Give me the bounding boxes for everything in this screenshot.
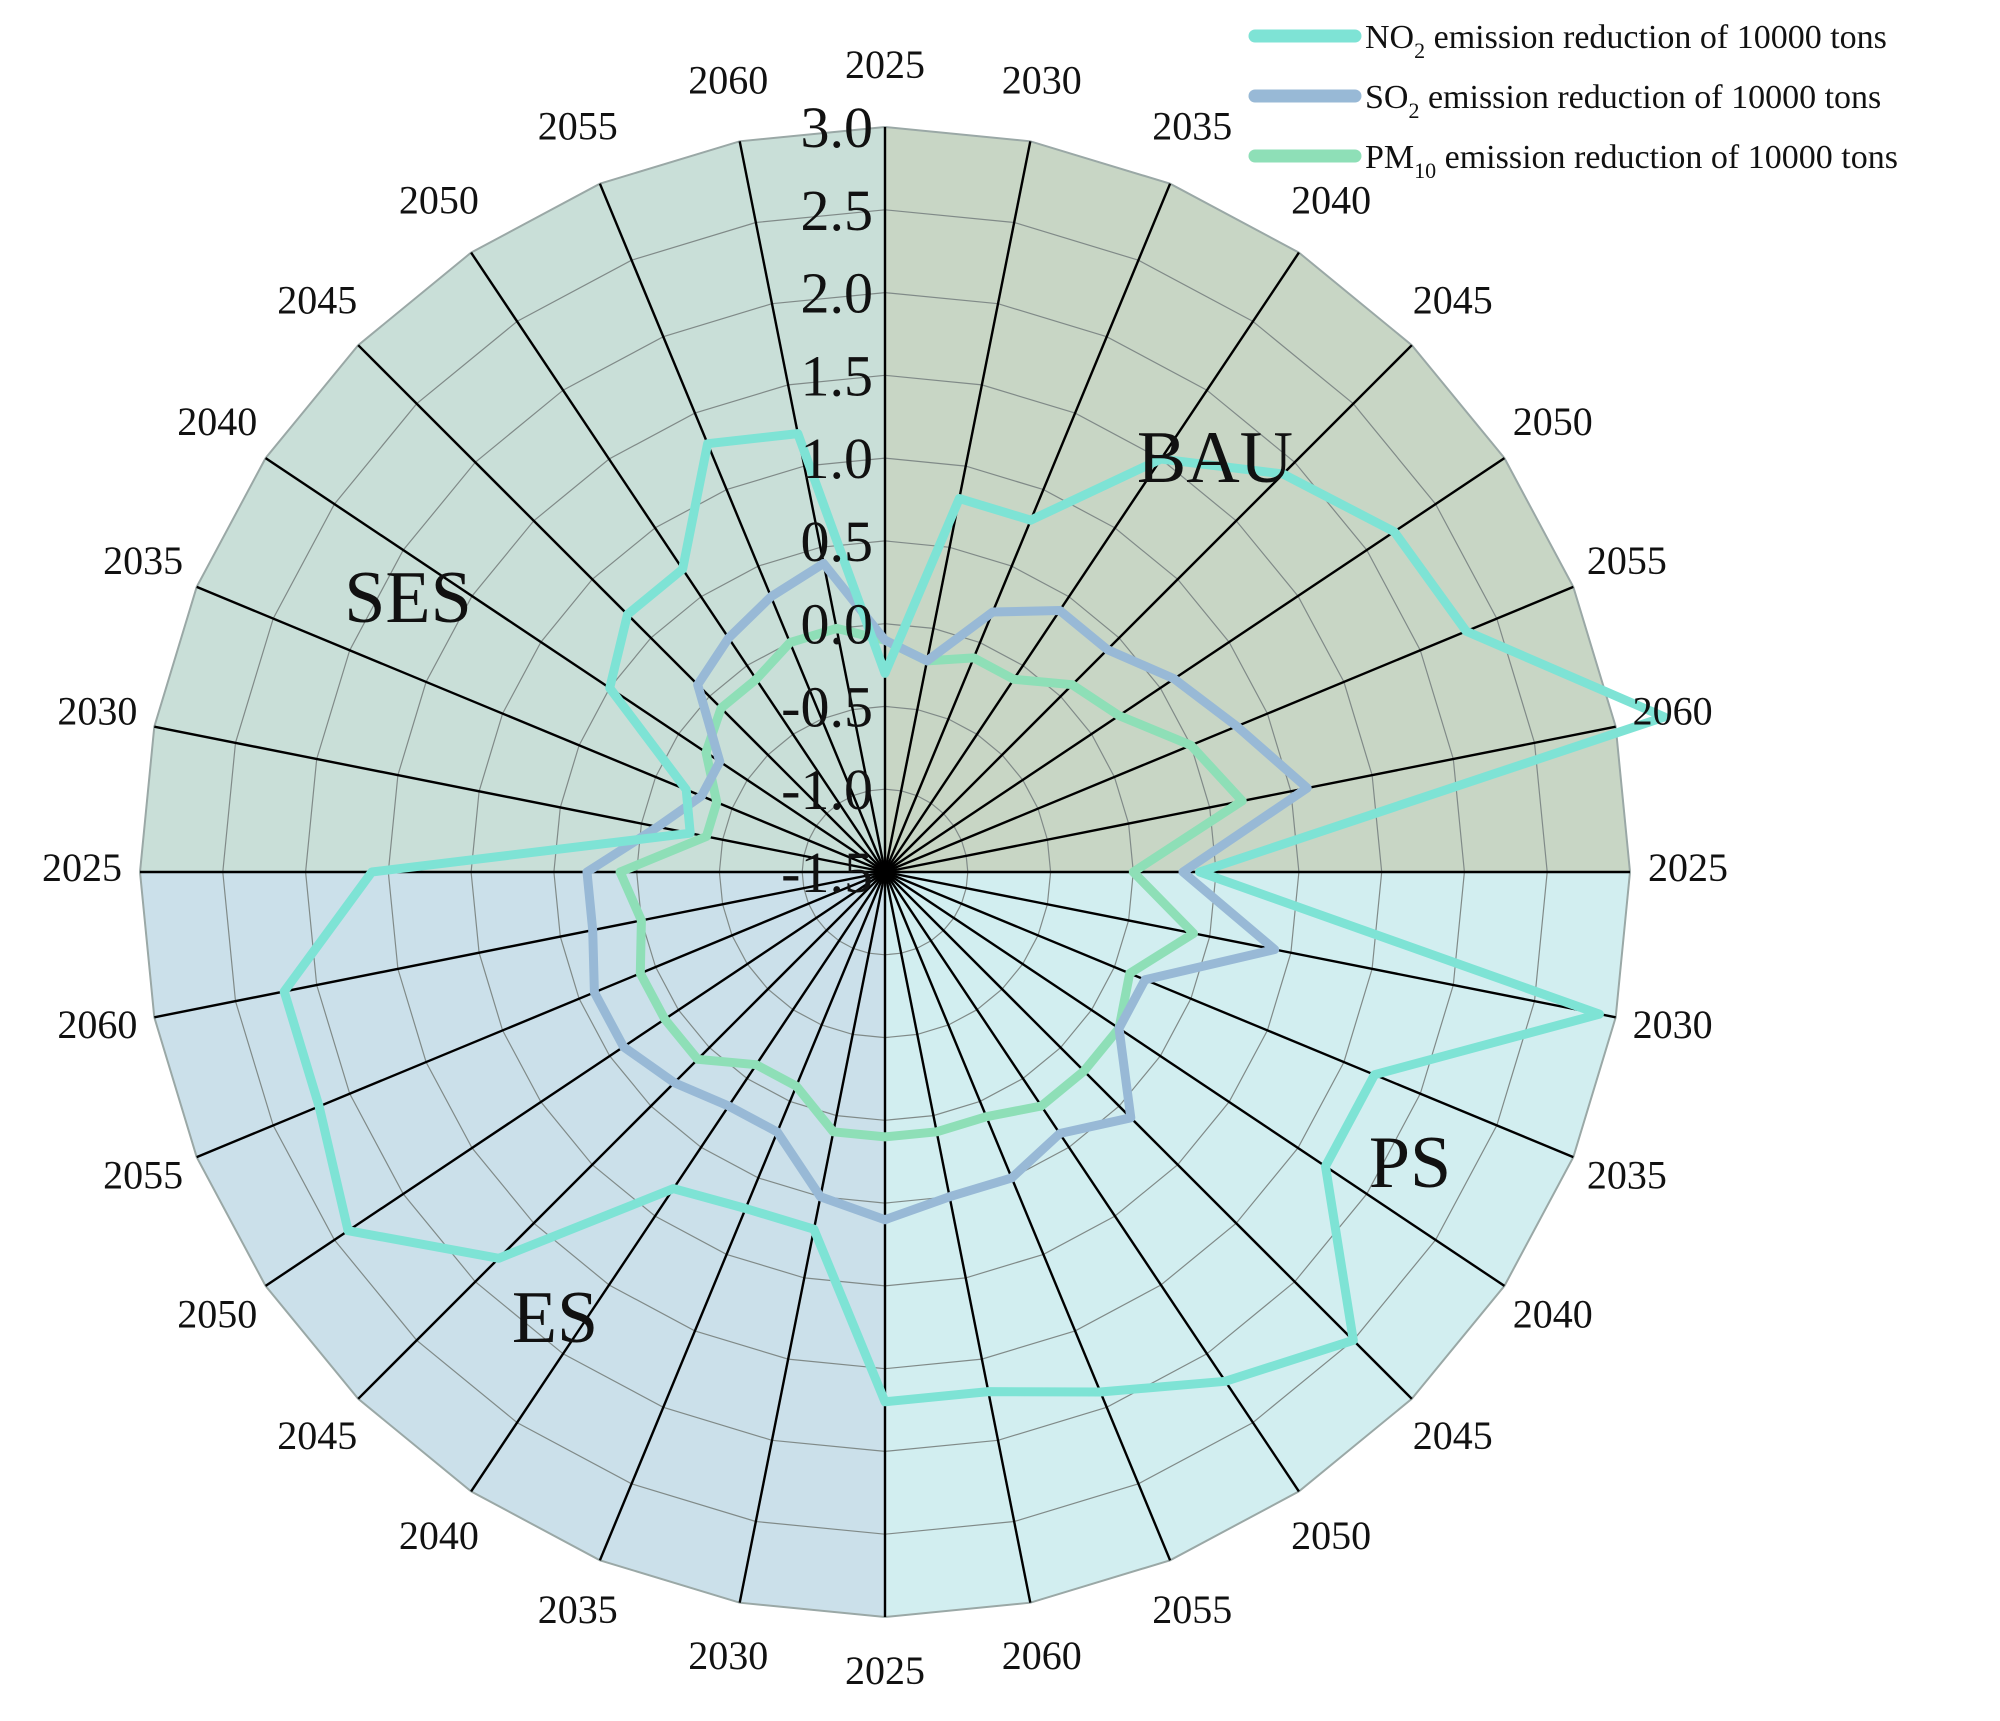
- year-label-ps-2025: 2025: [1648, 845, 1728, 890]
- legend-main-2: PM: [1365, 139, 1414, 176]
- spoke-14: [883, 871, 1172, 1561]
- radial-tick-label-1: 2.5: [801, 178, 874, 243]
- spoke-26: [196, 585, 886, 874]
- year-label-ps-2055: 2055: [1152, 1587, 1232, 1632]
- radial-tick-label-0: 3.0: [801, 95, 874, 160]
- year-label-ps-2050: 2050: [1291, 1513, 1371, 1558]
- spoke-27: [264, 457, 886, 873]
- series-lines: [279, 429, 1669, 1407]
- spoke-6: [884, 585, 1574, 874]
- spoke-30: [598, 183, 887, 873]
- year-label-bau-2030: 2030: [1002, 58, 1082, 103]
- year-label-ses-2030: 2030: [57, 688, 137, 733]
- spoke-12: [884, 871, 1413, 1400]
- legend-entry-1: SO2 emission reduction of 10000 tons: [1365, 79, 1881, 123]
- spoke-21: [264, 871, 886, 1287]
- legend-rest-2: emission reduction of 10000 tons: [1436, 139, 1898, 176]
- scenario-label-ses: SES: [344, 557, 472, 639]
- year-label-bau-2025: 2025: [845, 42, 925, 87]
- spoke-9: [884, 870, 1616, 1019]
- spoke-25: [154, 725, 886, 874]
- radial-tick-label-6: 0.0: [801, 592, 874, 657]
- year-label-es-2055: 2055: [103, 1152, 183, 1197]
- year-label-ps-2040: 2040: [1513, 1291, 1593, 1336]
- year-label-ses-2040: 2040: [177, 399, 257, 444]
- year-label-es-2045: 2045: [277, 1413, 357, 1458]
- spoke-3: [884, 251, 1300, 873]
- radial-tick-label-2: 2.0: [801, 261, 874, 326]
- spoke-22: [196, 870, 886, 1159]
- year-label-ses-2050: 2050: [399, 177, 479, 222]
- legend-sub-1: 2: [1408, 98, 1419, 123]
- year-label-es-2060: 2060: [57, 1002, 137, 1047]
- year-label-es-2050: 2050: [177, 1291, 257, 1336]
- series-line-1: [582, 559, 1312, 1225]
- year-label-es-2040: 2040: [399, 1513, 479, 1558]
- series-line-0: [279, 429, 1669, 1407]
- year-label-ses-2035: 2035: [103, 538, 183, 583]
- radial-tick-label-3: 1.5: [801, 343, 874, 408]
- spoke-23: [154, 870, 886, 1019]
- angular-spokes: [140, 127, 1630, 1617]
- spoke-7: [884, 725, 1616, 874]
- legend-main-0: NO: [1365, 19, 1414, 56]
- legend-rest-0: emission reduction of 10000 tons: [1425, 19, 1887, 56]
- year-label-bau-2035: 2035: [1152, 103, 1232, 148]
- spoke-19: [470, 871, 886, 1493]
- legend-entry-2: PM10 emission reduction of 10000 tons: [1365, 139, 1898, 183]
- scenario-labels: BAU PS ES SES: [344, 417, 1451, 1359]
- radial-tick-label-4: 1.0: [801, 426, 874, 491]
- year-label-ps-2035: 2035: [1587, 1152, 1667, 1197]
- year-labels: 2025 2030 2035 2040 2045 2050 2055 2060 2025 2030…: [42, 42, 1728, 1693]
- spoke-10: [884, 870, 1574, 1159]
- year-label-bau-2040: 2040: [1291, 177, 1371, 222]
- scenario-label-es: ES: [512, 1277, 598, 1359]
- scenario-label-bau: BAU: [1137, 417, 1293, 499]
- spoke-17: [738, 871, 887, 1603]
- legend-entry-0: NO2 emission reduction of 10000 tons: [1365, 19, 1887, 63]
- legend-rest-1: emission reduction of 10000 tons: [1419, 79, 1881, 116]
- legend-sub-0: 2: [1414, 38, 1425, 63]
- year-label-bau-2055: 2055: [1587, 538, 1667, 583]
- series-line-2: [615, 623, 1247, 1142]
- year-label-ps-2045: 2045: [1413, 1413, 1493, 1458]
- year-label-ses-2045: 2045: [277, 277, 357, 322]
- spoke-2: [883, 183, 1172, 873]
- year-label-es-2035: 2035: [538, 1587, 618, 1632]
- radial-tick-label-9: -1.5: [781, 840, 873, 905]
- legend: NO2 emission reduction of 10000 tonsSO2 …: [1248, 19, 1898, 183]
- spoke-28: [357, 344, 886, 873]
- legend-sub-2: 10: [1414, 158, 1436, 183]
- year-label-ps-2030: 2030: [1633, 1002, 1713, 1047]
- scenario-label-ps: PS: [1369, 1122, 1451, 1204]
- year-label-es-2030: 2030: [688, 1633, 768, 1678]
- spoke-15: [883, 871, 1032, 1603]
- spoke-18: [598, 871, 887, 1561]
- spoke-13: [884, 871, 1300, 1493]
- year-label-bau-2050: 2050: [1513, 399, 1593, 444]
- year-label-ses-2060: 2060: [688, 58, 768, 103]
- year-label-ses-2055: 2055: [538, 103, 618, 148]
- year-label-es-2025: 2025: [845, 1648, 925, 1693]
- year-label-bau-2060: 2060: [1633, 688, 1713, 733]
- spoke-20: [357, 871, 886, 1400]
- radial-tick-labels: 3.0 2.5 2.0 1.5 1.0 0.5 0.0 -0.5 -1.0 -1.5: [781, 95, 873, 905]
- spoke-31: [738, 141, 887, 873]
- radial-tick-label-5: 0.5: [801, 509, 874, 574]
- year-label-ps-2060: 2060: [1002, 1633, 1082, 1678]
- spoke-11: [884, 871, 1506, 1287]
- spoke-4: [884, 344, 1413, 873]
- radial-tick-label-7: -0.5: [781, 674, 873, 739]
- radial-tick-label-8: -1.0: [781, 757, 873, 822]
- year-label-ses-2025: 2025: [42, 845, 122, 890]
- spoke-29: [470, 251, 886, 873]
- legend-main-1: SO: [1365, 79, 1408, 116]
- spoke-5: [884, 457, 1506, 873]
- year-label-bau-2045: 2045: [1413, 277, 1493, 322]
